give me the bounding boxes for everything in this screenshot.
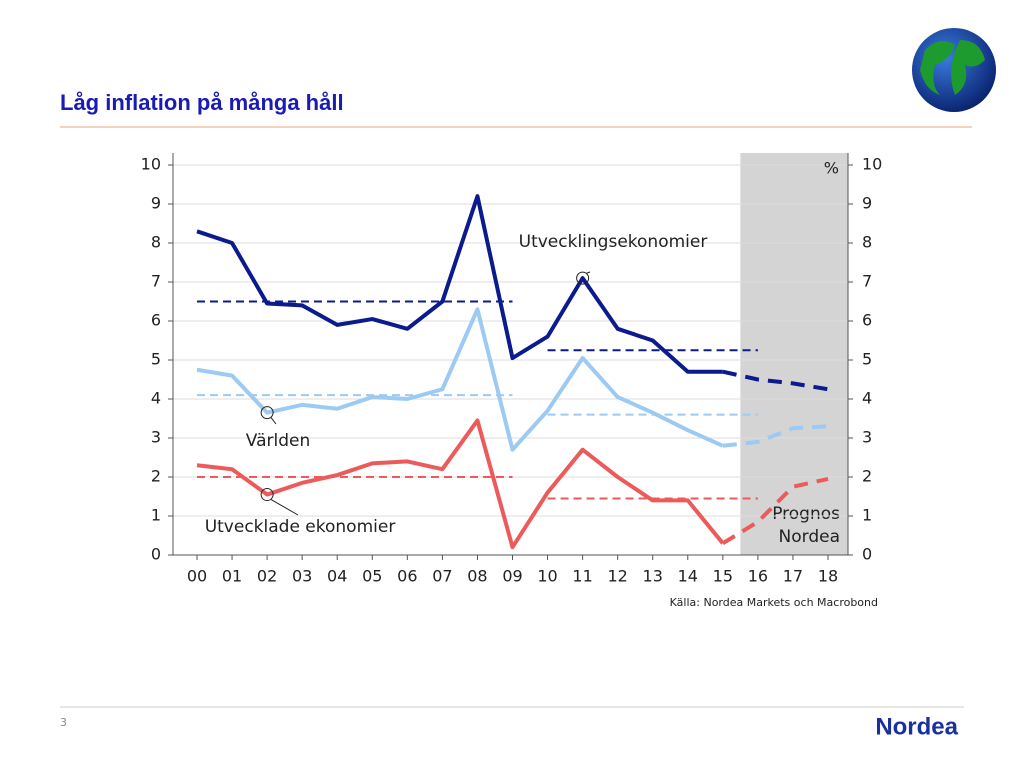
y-tick-label: 10 <box>141 155 161 174</box>
series-line <box>196 307 724 452</box>
annotation-marker <box>260 406 274 420</box>
annotation-leader <box>586 271 591 274</box>
forecast-line <box>722 369 829 392</box>
series-label: Utvecklingsekonomier <box>519 232 708 252</box>
y-tick-label: 4 <box>151 389 161 408</box>
series-label: Världen <box>246 431 310 451</box>
y2-tick-label: 2 <box>862 467 872 486</box>
y2-tick-label: 9 <box>862 194 872 213</box>
y2-tick-label: 4 <box>862 389 872 408</box>
x-tick-label: 09 <box>502 567 522 586</box>
x-tick-label: 06 <box>397 567 417 586</box>
x-tick-label: 17 <box>783 567 803 586</box>
x-tick-label: 15 <box>713 567 733 586</box>
annotation-leader <box>270 499 299 516</box>
annotation-marker <box>576 271 590 285</box>
y2-tick-label: 7 <box>862 272 872 291</box>
annotation-marker <box>260 488 274 502</box>
x-tick-label: 02 <box>257 567 277 586</box>
x-tick-label: 04 <box>327 567 347 586</box>
x-tick-label: 03 <box>292 567 312 586</box>
y-tick-label: 6 <box>151 311 161 330</box>
series-label: Utvecklade ekonomier <box>205 517 396 537</box>
logo: Nordea <box>875 713 958 740</box>
unit-label: % <box>824 159 839 178</box>
y-tick-label: 2 <box>151 467 161 486</box>
y-tick-label: 8 <box>151 233 161 252</box>
chart: PrognosNordea012345678910012345678910%00… <box>141 153 882 609</box>
page-number: 3 <box>60 716 67 729</box>
forecast-label: Nordea <box>779 527 840 547</box>
y-tick-label: 0 <box>151 545 161 564</box>
slide-title: Låg inflation på många håll <box>60 90 344 115</box>
y2-tick-label: 8 <box>862 233 872 252</box>
x-tick-label: 00 <box>187 567 207 586</box>
x-tick-label: 07 <box>432 567 452 586</box>
y-tick-label: 9 <box>151 194 161 213</box>
x-tick-label: 01 <box>222 567 242 586</box>
globe-icon <box>912 28 996 112</box>
source-note: Källa: Nordea Markets och Macrobond <box>670 596 878 609</box>
y2-tick-label: 6 <box>862 311 872 330</box>
y-tick-label: 5 <box>151 350 161 369</box>
x-tick-label: 10 <box>537 567 557 586</box>
y2-tick-label: 10 <box>862 155 882 174</box>
y-tick-label: 3 <box>151 428 161 447</box>
x-tick-label: 13 <box>643 567 663 586</box>
y2-tick-label: 1 <box>862 506 872 525</box>
y-tick-label: 7 <box>151 272 161 291</box>
series-line <box>196 418 725 550</box>
x-tick-label: 11 <box>572 567 592 586</box>
x-tick-label: 12 <box>607 567 627 586</box>
y2-tick-label: 5 <box>862 350 872 369</box>
forecast-line <box>722 424 829 448</box>
x-tick-label: 18 <box>818 567 838 586</box>
forecast-region <box>740 153 848 555</box>
y-tick-label: 1 <box>151 506 161 525</box>
forecast-label: Prognos <box>772 504 840 524</box>
x-tick-label: 05 <box>362 567 382 586</box>
annotation-leader <box>270 417 277 425</box>
y2-tick-label: 3 <box>862 428 872 447</box>
x-tick-label: 08 <box>467 567 487 586</box>
x-tick-label: 16 <box>748 567 768 586</box>
series-line <box>196 194 723 374</box>
y2-tick-label: 0 <box>862 545 872 564</box>
x-tick-label: 14 <box>678 567 698 586</box>
